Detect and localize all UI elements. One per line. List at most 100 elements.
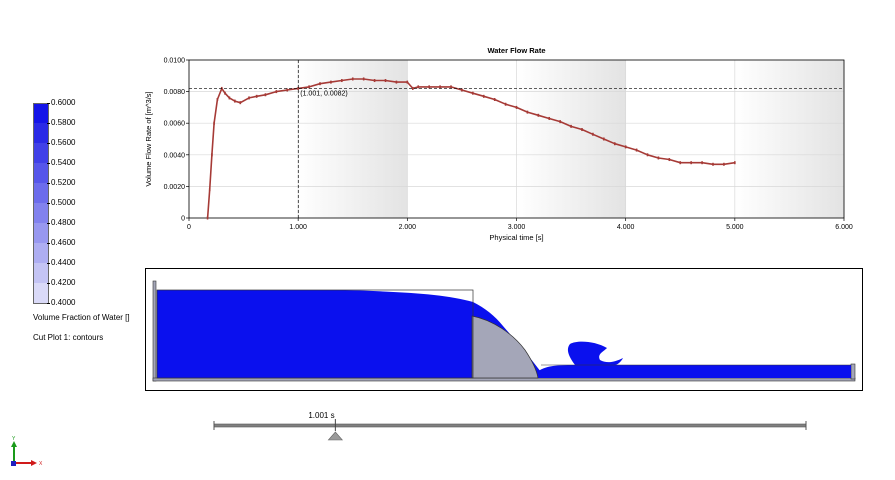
legend-value-label: 0.5400	[51, 158, 76, 167]
current-time-label: 1.001 s	[308, 411, 335, 420]
series-point	[439, 85, 441, 89]
legend-value-label: 0.4000	[51, 298, 76, 307]
shaded-band	[298, 60, 408, 218]
series-point	[624, 145, 627, 149]
series-point	[613, 142, 616, 146]
series-point	[330, 80, 332, 84]
z-axis-marker	[11, 461, 16, 466]
color-legend: 0.6000 0.5800 0.5600 0.5400 0.5200 0.5000 0.48…	[0, 0, 150, 360]
series-point	[297, 86, 299, 90]
series-point	[351, 77, 354, 81]
legend-swatch	[33, 243, 49, 263]
legend-swatch	[33, 163, 49, 183]
legend-tick	[47, 243, 50, 244]
y-tick-label: 0.0060	[164, 121, 186, 128]
series-point	[234, 99, 236, 103]
series-point	[461, 88, 463, 92]
legend-tick	[47, 163, 50, 164]
series-point	[275, 90, 278, 94]
shaded-band	[734, 60, 844, 218]
legend-tick	[47, 303, 50, 304]
series-point	[493, 98, 496, 101]
legend-value-label: 0.5600	[51, 138, 76, 147]
axis-triad: Y X	[6, 436, 46, 472]
series-point	[211, 153, 213, 157]
legend-swatch	[33, 283, 49, 304]
legend-swatch	[33, 263, 49, 283]
legend-swatch	[33, 203, 49, 223]
series-point	[417, 85, 420, 89]
legend-subtitle: Cut Plot 1: contours	[33, 333, 104, 342]
slider-track	[213, 423, 807, 428]
series-point	[362, 77, 365, 81]
legend-value-label: 0.5000	[51, 198, 76, 207]
legend-tick	[47, 143, 50, 144]
simulation-view[interactable]	[145, 268, 863, 391]
y-tick-label: 0.0040	[164, 152, 186, 159]
series-point	[570, 124, 572, 128]
series-point	[504, 102, 507, 106]
triad-y-label: Y	[12, 436, 16, 442]
downstream-water	[537, 365, 851, 378]
y-tick-label: 0.0100	[164, 58, 186, 65]
series-point	[592, 132, 594, 136]
series-point	[515, 105, 518, 109]
x-tick-label: 1.000	[289, 224, 307, 231]
legend-value-label: 0.4800	[51, 218, 76, 227]
series-point	[224, 91, 226, 95]
legend-swatch	[33, 143, 49, 163]
legend-value-label: 0.5200	[51, 178, 76, 187]
y-tick-label: 0.0020	[164, 184, 186, 191]
legend-value-label: 0.4400	[51, 258, 76, 267]
series-point	[723, 162, 725, 166]
time-slider[interactable]: 1.001 s	[205, 405, 815, 445]
series-point	[690, 161, 692, 165]
series-point	[548, 116, 551, 120]
legend-tick	[47, 263, 50, 264]
series-point	[264, 93, 267, 97]
legend-value-label: 0.6000	[51, 98, 76, 107]
x-tick-label: 6.000	[835, 224, 853, 231]
cursor-readout: (1.001, 0.0082)	[300, 90, 347, 97]
legend-tick	[47, 203, 50, 204]
series-point	[428, 85, 430, 89]
series-point	[228, 96, 231, 100]
series-point	[559, 120, 561, 124]
legend-title: Volume Fraction of Water []	[33, 313, 130, 322]
x-tick-label: 4.000	[617, 224, 635, 231]
series-point	[213, 121, 215, 125]
y-tick-label: 0.0080	[164, 89, 186, 96]
series-point	[208, 188, 211, 192]
series-point	[646, 153, 649, 157]
series-point	[248, 96, 250, 100]
series-point	[395, 80, 398, 84]
legend-swatch	[33, 223, 49, 243]
y-tick-label: 0	[181, 216, 185, 223]
series-point	[635, 148, 638, 152]
series-point	[537, 113, 540, 117]
right-wall	[850, 363, 856, 380]
legend-swatch	[33, 183, 49, 203]
slider-handle[interactable]	[327, 431, 344, 441]
series-point	[603, 137, 605, 141]
plot-border	[188, 59, 845, 219]
series-point	[701, 161, 703, 165]
series-point	[384, 79, 387, 83]
series-point	[406, 80, 409, 84]
legend-swatch	[33, 123, 49, 143]
series-point	[373, 79, 376, 83]
series-point	[286, 88, 289, 92]
series-point	[450, 85, 452, 89]
x-tick-label: 0	[187, 224, 191, 231]
legend-tick	[47, 183, 50, 184]
left-wall	[152, 280, 157, 382]
series-point	[411, 86, 414, 90]
legend-swatch	[33, 103, 49, 124]
reservoir-outline	[156, 289, 474, 379]
water-flow-rate-chart[interactable]: 0 1.000 2.000 3.000 4.000 5.000 6.000 0 0.0020 0.…	[140, 40, 860, 250]
legend-tick	[47, 123, 50, 124]
series-point	[319, 82, 321, 86]
reservoir-water	[157, 290, 541, 378]
series-point	[668, 158, 671, 162]
legend-tick	[47, 223, 50, 224]
